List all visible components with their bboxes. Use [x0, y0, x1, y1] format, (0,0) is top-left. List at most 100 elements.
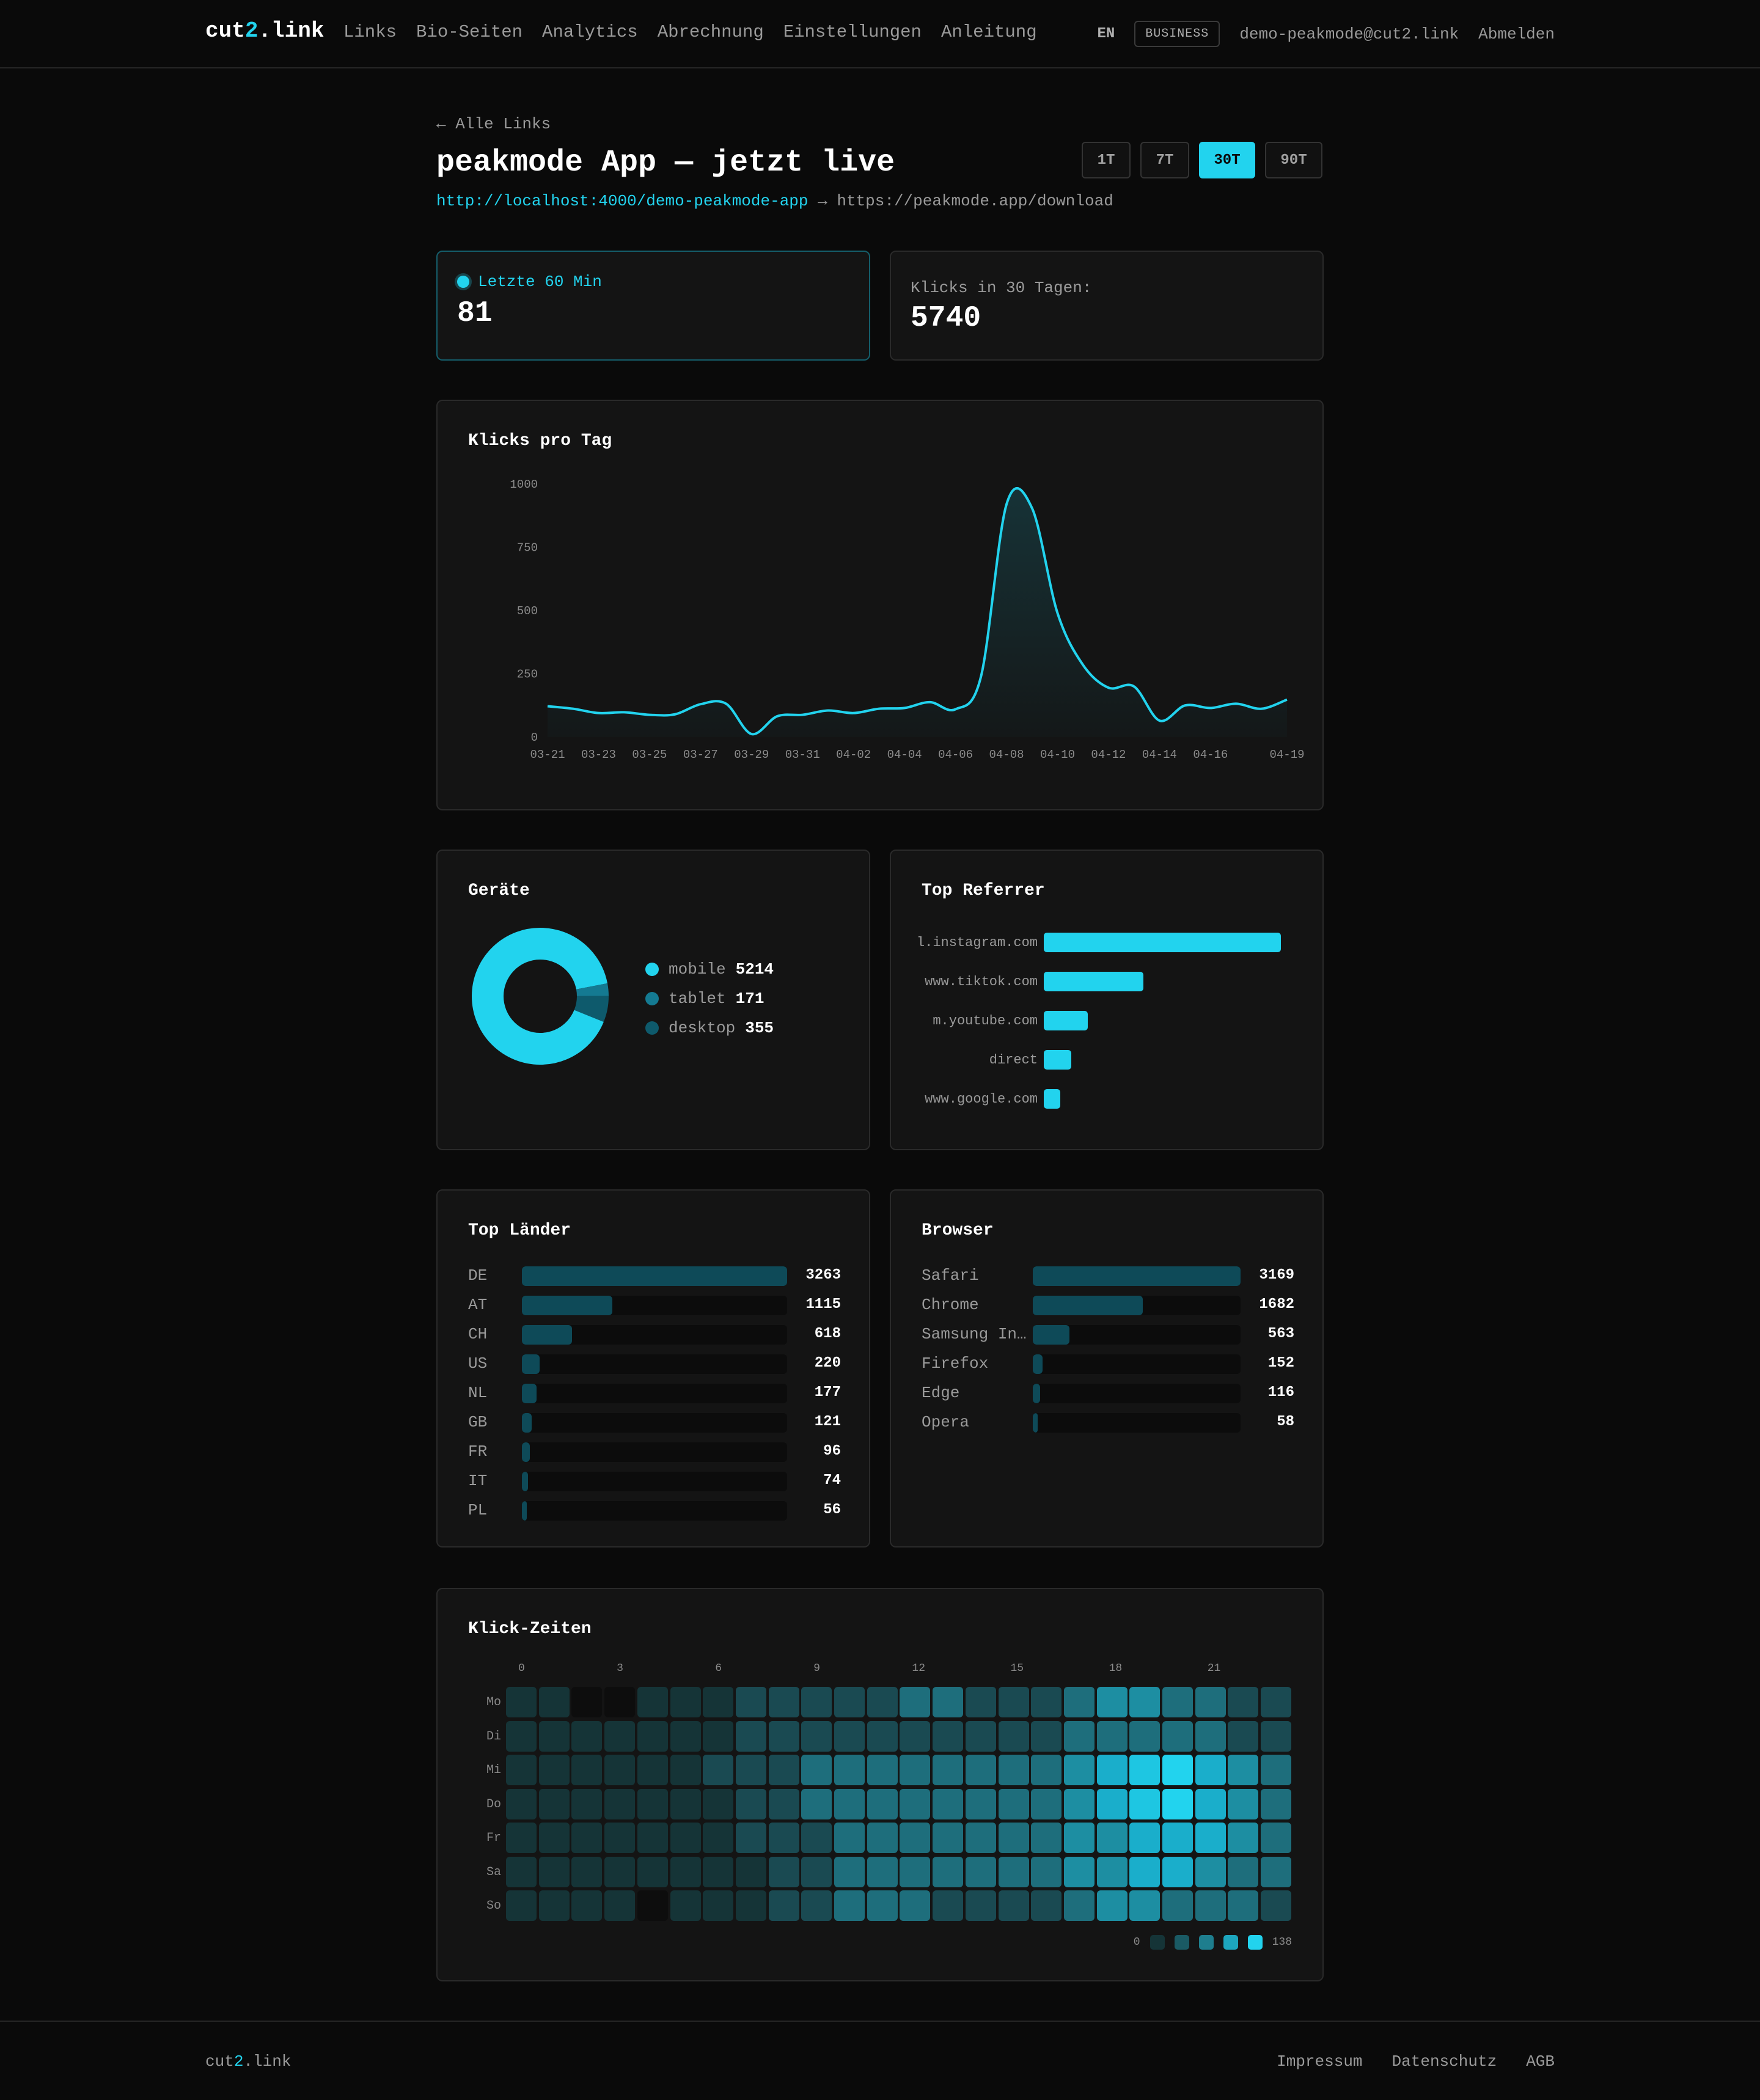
heatmap-cell[interactable] — [867, 1823, 898, 1853]
data-point[interactable] — [698, 702, 702, 706]
heatmap-cell[interactable] — [506, 1856, 537, 1887]
heatmap-cell[interactable] — [1096, 1823, 1128, 1853]
heatmap-cell[interactable] — [604, 1823, 636, 1853]
data-point[interactable] — [571, 707, 575, 711]
heatmap-cell[interactable] — [670, 1788, 701, 1819]
heatmap-cell[interactable] — [1195, 1687, 1226, 1717]
heatmap-cell[interactable] — [604, 1890, 636, 1921]
heatmap-cell[interactable] — [670, 1720, 701, 1752]
heatmap-cell[interactable] — [703, 1788, 734, 1819]
heatmap-cell[interactable] — [867, 1856, 898, 1887]
heatmap-cell[interactable] — [506, 1720, 537, 1752]
heatmap-cell[interactable] — [571, 1788, 603, 1819]
heatmap-cell[interactable] — [637, 1720, 668, 1752]
heatmap-cell[interactable] — [1228, 1890, 1259, 1921]
back-to-links-link[interactable]: ← Alle Links — [436, 115, 551, 133]
heatmap-cell[interactable] — [1129, 1823, 1160, 1853]
data-point[interactable] — [1209, 706, 1212, 710]
heatmap-cell[interactable] — [1129, 1720, 1160, 1752]
heatmap-cell[interactable] — [1261, 1720, 1292, 1752]
language-switch[interactable]: EN — [1097, 26, 1115, 42]
range-7t-button[interactable]: 7T — [1140, 142, 1189, 178]
nav-bio-seiten[interactable]: Bio-Seiten — [416, 22, 523, 42]
data-point[interactable] — [596, 711, 600, 715]
heatmap-cell[interactable] — [1096, 1788, 1128, 1819]
heatmap-cell[interactable] — [1063, 1755, 1094, 1785]
heatmap-cell[interactable] — [768, 1687, 799, 1717]
heatmap-cell[interactable] — [1261, 1890, 1292, 1921]
range-90t-button[interactable]: 90T — [1265, 142, 1322, 178]
heatmap-cell[interactable] — [1031, 1788, 1062, 1819]
heatmap-cell[interactable] — [768, 1755, 799, 1785]
heatmap-cell[interactable] — [670, 1823, 701, 1853]
heatmap-cell[interactable] — [1195, 1890, 1226, 1921]
heatmap-cell[interactable] — [1228, 1755, 1259, 1785]
heatmap-cell[interactable] — [1228, 1823, 1259, 1853]
data-point[interactable] — [1081, 663, 1085, 667]
heatmap-cell[interactable] — [1228, 1788, 1259, 1819]
heatmap-cell[interactable] — [1129, 1788, 1160, 1819]
heatmap-cell[interactable] — [703, 1687, 734, 1717]
heatmap-cell[interactable] — [538, 1755, 570, 1785]
heatmap-cell[interactable] — [506, 1788, 537, 1819]
heatmap-cell[interactable] — [1063, 1720, 1094, 1752]
heatmap-cell[interactable] — [1096, 1890, 1128, 1921]
heatmap-cell[interactable] — [998, 1687, 1029, 1717]
heatmap-cell[interactable] — [933, 1890, 964, 1921]
heatmap-cell[interactable] — [637, 1687, 668, 1717]
heatmap-cell[interactable] — [1195, 1856, 1226, 1887]
heatmap-cell[interactable] — [571, 1856, 603, 1887]
range-1t-button[interactable]: 1T — [1082, 142, 1131, 178]
heatmap-cell[interactable] — [1162, 1788, 1193, 1819]
heatmap-cell[interactable] — [933, 1755, 964, 1785]
heatmap-cell[interactable] — [1162, 1755, 1193, 1785]
heatmap-cell[interactable] — [506, 1687, 537, 1717]
heatmap-cell[interactable] — [768, 1788, 799, 1819]
heatmap-cell[interactable] — [965, 1687, 996, 1717]
heatmap-cell[interactable] — [538, 1720, 570, 1752]
heatmap-cell[interactable] — [703, 1856, 734, 1887]
heatmap-cell[interactable] — [735, 1687, 766, 1717]
heatmap-cell[interactable] — [900, 1687, 931, 1717]
heatmap-cell[interactable] — [1096, 1720, 1128, 1752]
heatmap-cell[interactable] — [998, 1823, 1029, 1853]
data-point[interactable] — [1107, 686, 1110, 689]
heatmap-cell[interactable] — [900, 1755, 931, 1785]
heatmap-cell[interactable] — [506, 1890, 537, 1921]
logout-link[interactable]: Abmelden — [1478, 24, 1555, 43]
heatmap-cell[interactable] — [801, 1890, 832, 1921]
heatmap-cell[interactable] — [735, 1788, 766, 1819]
heatmap-cell[interactable] — [571, 1755, 603, 1785]
heatmap-cell[interactable] — [867, 1755, 898, 1785]
heatmap-cell[interactable] — [1261, 1687, 1292, 1717]
heatmap-cell[interactable] — [1096, 1856, 1128, 1887]
data-point[interactable] — [1260, 707, 1263, 711]
data-point[interactable] — [648, 713, 651, 717]
heatmap-cell[interactable] — [801, 1788, 832, 1819]
heatmap-cell[interactable] — [1261, 1823, 1292, 1853]
heatmap-cell[interactable] — [670, 1890, 701, 1921]
heatmap-cell[interactable] — [1195, 1720, 1226, 1752]
donut-slice-mobile[interactable] — [472, 928, 609, 1065]
heatmap-cell[interactable] — [538, 1687, 570, 1717]
data-point[interactable] — [1157, 719, 1161, 722]
heatmap-cell[interactable] — [867, 1890, 898, 1921]
heatmap-cell[interactable] — [670, 1856, 701, 1887]
data-point[interactable] — [877, 707, 881, 711]
heatmap-cell[interactable] — [538, 1788, 570, 1819]
heatmap-cell[interactable] — [867, 1687, 898, 1717]
heatmap-cell[interactable] — [998, 1890, 1029, 1921]
data-point[interactable] — [1132, 685, 1136, 688]
footer-logo[interactable]: cut2.link — [205, 2052, 292, 2071]
heatmap-cell[interactable] — [538, 1890, 570, 1921]
data-point[interactable] — [826, 709, 830, 713]
heatmap-cell[interactable] — [965, 1856, 996, 1887]
heatmap-cell[interactable] — [1162, 1823, 1193, 1853]
heatmap-cell[interactable] — [1195, 1755, 1226, 1785]
heatmap-cell[interactable] — [1129, 1856, 1160, 1887]
heatmap-cell[interactable] — [571, 1890, 603, 1921]
heatmap-cell[interactable] — [834, 1755, 865, 1785]
heatmap-cell[interactable] — [834, 1823, 865, 1853]
heatmap-cell[interactable] — [571, 1720, 603, 1752]
data-point[interactable] — [1005, 502, 1008, 506]
